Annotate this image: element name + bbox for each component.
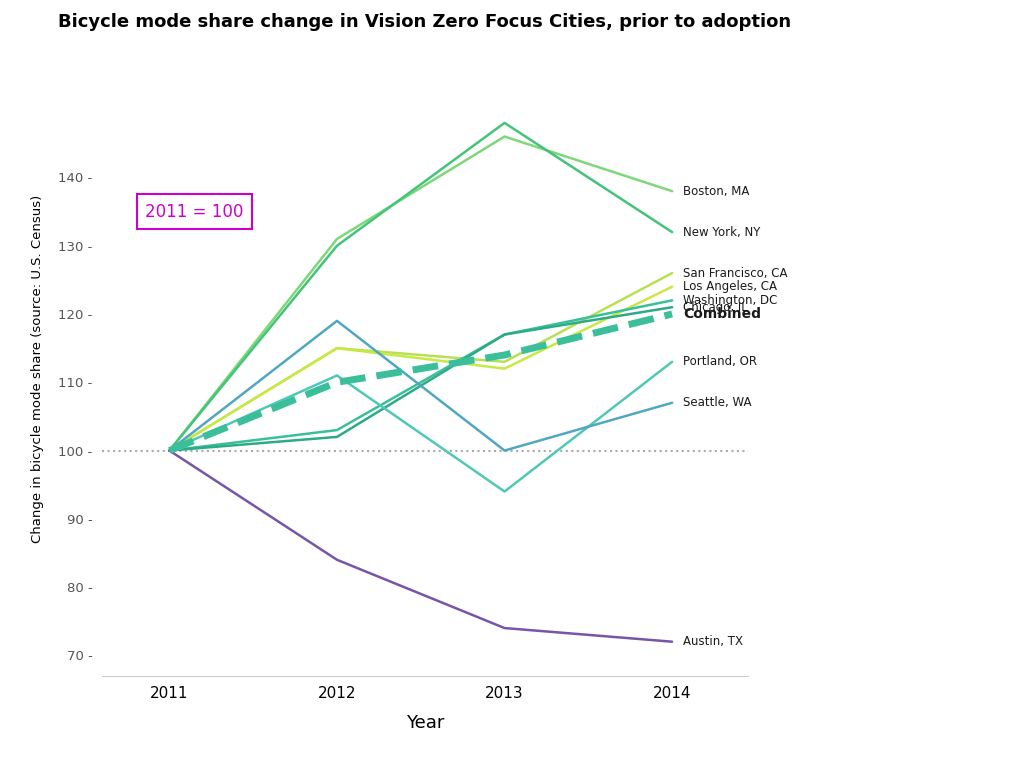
- Text: Los Angeles, CA: Los Angeles, CA: [683, 280, 777, 293]
- Text: Austin, TX: Austin, TX: [683, 635, 743, 648]
- X-axis label: Year: Year: [406, 714, 444, 733]
- Text: Chicago, IL: Chicago, IL: [683, 301, 748, 313]
- Title: Bicycle mode share change in Vision Zero Focus Cities, prior to adoption: Bicycle mode share change in Vision Zero…: [58, 13, 792, 31]
- Text: Washington, DC: Washington, DC: [683, 294, 777, 307]
- Text: Seattle, WA: Seattle, WA: [683, 396, 752, 409]
- Text: 2011 = 100: 2011 = 100: [145, 203, 244, 220]
- Text: Portland, OR: Portland, OR: [683, 356, 757, 369]
- Text: New York, NY: New York, NY: [683, 226, 761, 239]
- Y-axis label: Change in bicycle mode share (source: U.S. Census): Change in bicycle mode share (source: U.…: [32, 194, 44, 543]
- Text: San Francisco, CA: San Francisco, CA: [683, 266, 787, 280]
- Text: Combined: Combined: [683, 307, 761, 321]
- Text: Boston, MA: Boston, MA: [683, 184, 750, 197]
